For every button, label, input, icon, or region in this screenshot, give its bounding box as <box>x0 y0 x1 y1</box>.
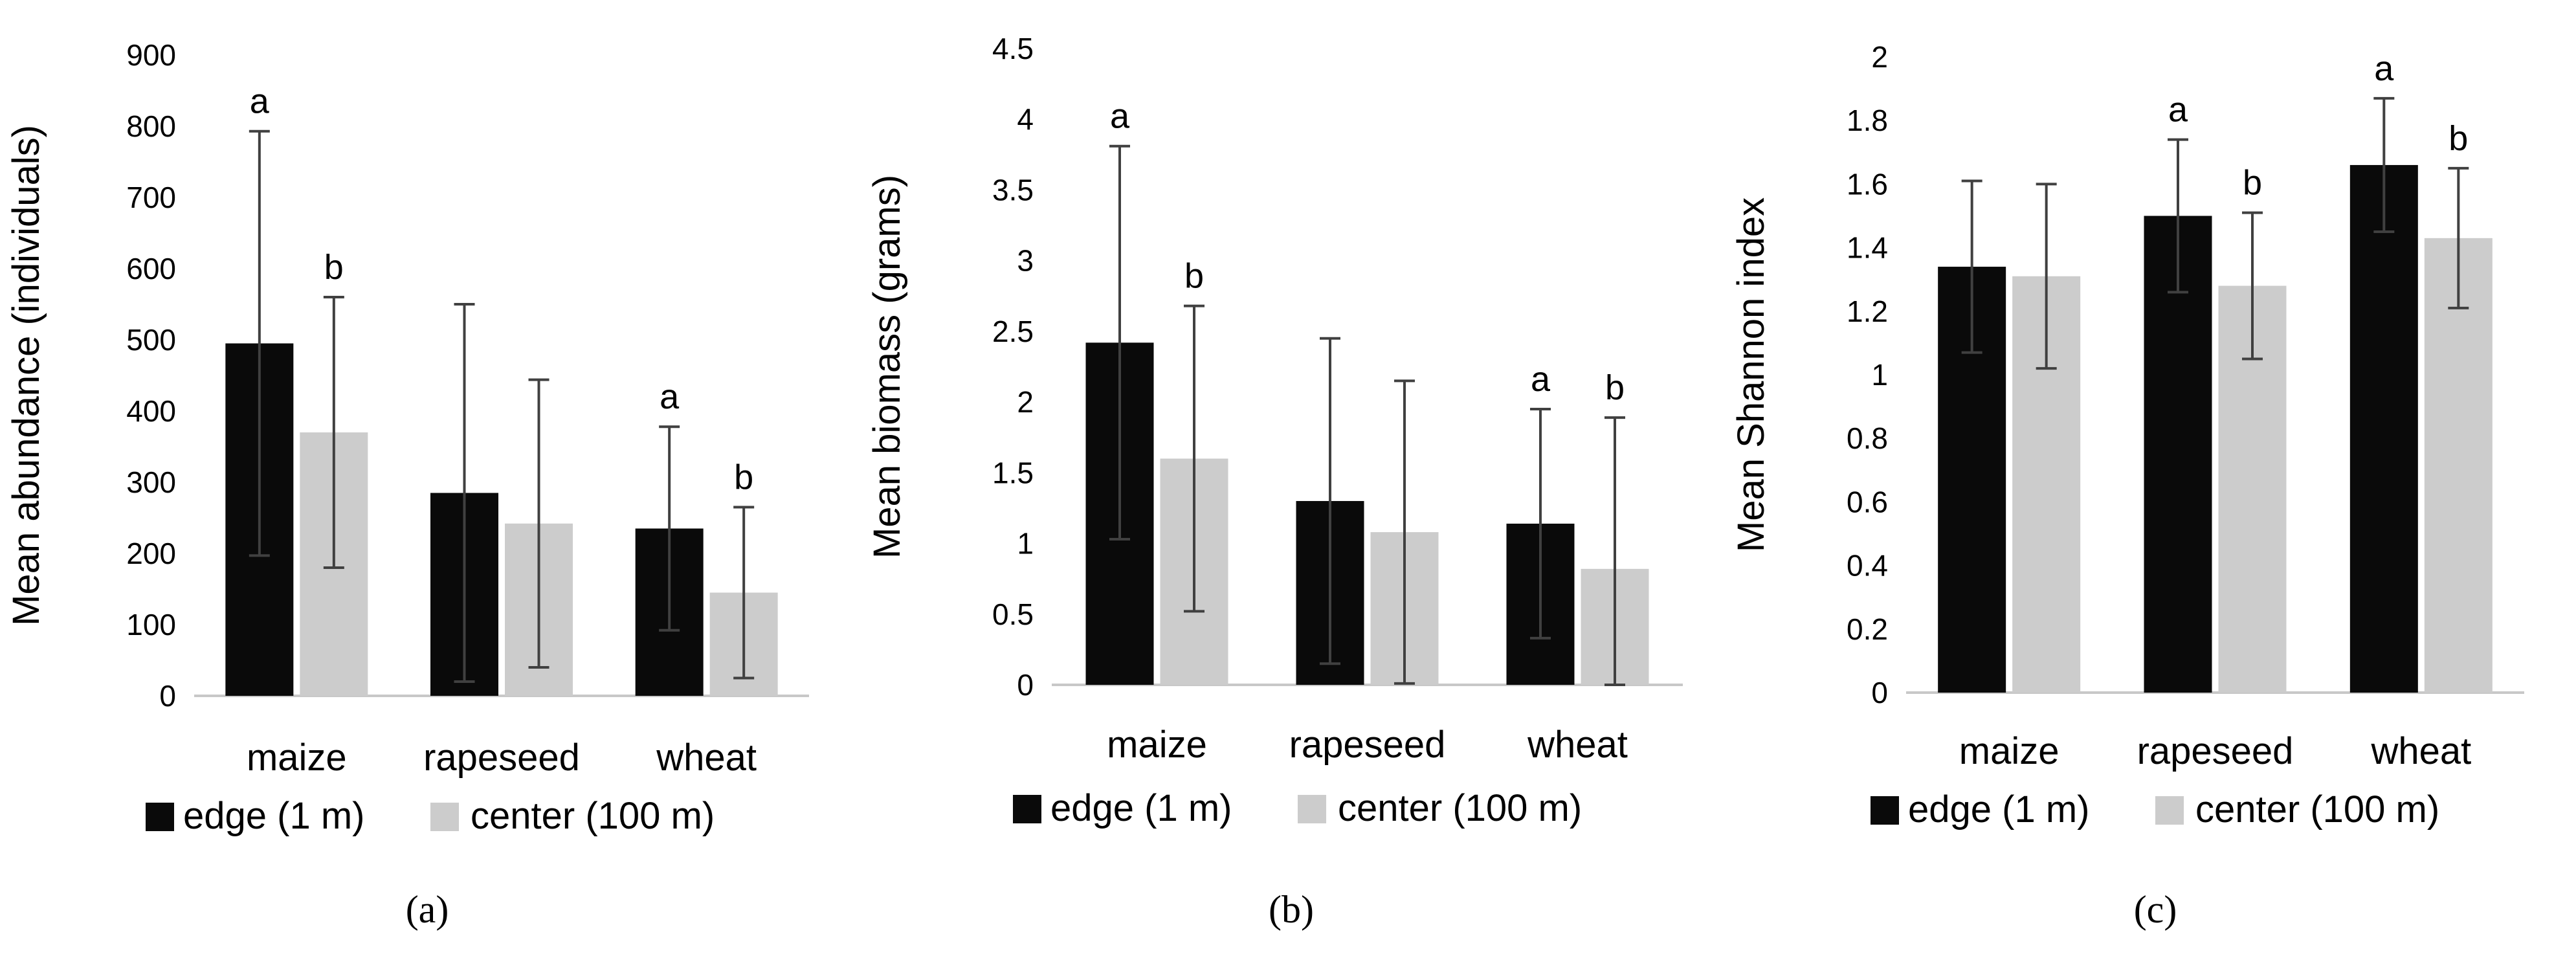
y-tick-label: 600 <box>126 252 176 285</box>
y-tick-label: 1.8 <box>1847 104 1888 137</box>
significance-label: b <box>2243 164 2262 203</box>
bar-edge <box>2349 164 2418 693</box>
y-tick-label: 1 <box>1017 527 1034 561</box>
y-tick-label: 0.4 <box>1847 549 1888 583</box>
category-label: maize <box>1107 724 1207 766</box>
significance-label: b <box>734 458 753 497</box>
significance-label: a <box>250 82 270 121</box>
y-tick-label: 3.5 <box>992 173 1034 206</box>
y-tick-label: 4 <box>1017 102 1034 136</box>
legend: edge (1 m) center (100 m) <box>1013 787 1582 829</box>
category-label: maize <box>247 737 347 779</box>
significance-label: a <box>2168 91 2188 129</box>
y-axis-label: Mean abundance (individuals) <box>5 125 47 626</box>
significance-label: b <box>324 248 344 287</box>
y-tick-label: 3 <box>1017 244 1034 278</box>
panel-label: (b) <box>1269 888 1314 931</box>
category-label: rapeseed <box>1289 724 1446 766</box>
category-label: wheat <box>1527 724 1628 766</box>
y-tick-label: 1.4 <box>1847 231 1888 265</box>
y-axis-label: Mean Shannon index <box>1730 197 1772 552</box>
chart-c: 0 0.2 0.4 0.6 0.8 1 1.2 1.4 1.6 1.8 2 Mean Shannon … <box>1730 40 2524 931</box>
y-tick-label: 700 <box>126 181 176 214</box>
legend: edge (1 m) center (100 m) <box>1871 788 2439 830</box>
significance-label: a <box>1531 360 1551 399</box>
significance-label: b <box>1605 368 1625 407</box>
legend-label-edge: edge (1 m) <box>1050 787 1232 829</box>
y-tick-label: 100 <box>126 608 176 641</box>
category-label: maize <box>1959 730 2060 772</box>
legend-label-center: center (100 m) <box>471 795 715 837</box>
significance-label: a <box>2374 49 2394 88</box>
y-tick-label: 2 <box>1871 40 1888 74</box>
y-tick-label: 4.5 <box>992 32 1034 65</box>
y-tick-label: 800 <box>126 109 176 143</box>
y-tick-label: 1.6 <box>1847 167 1888 201</box>
y-tick-label: 0.6 <box>1847 485 1888 518</box>
significance-label: b <box>2448 119 2468 158</box>
y-tick-label: 2 <box>1017 385 1034 419</box>
panel-label: (a) <box>406 888 449 931</box>
category-label: rapeseed <box>2137 730 2294 772</box>
bar-edge <box>2144 216 2212 693</box>
chart-b: 0 0.5 1 1.5 2 2.5 3 3.5 4 4.5 Mean biomass (grams)… <box>866 32 1683 931</box>
y-tick-label: 900 <box>126 38 176 72</box>
legend-swatch-edge <box>146 803 174 831</box>
category-label: rapeseed <box>423 737 580 779</box>
legend-swatch-center <box>1298 795 1326 823</box>
legend-label-edge: edge (1 m) <box>1908 788 2089 830</box>
y-tick-label: 0.5 <box>992 597 1034 631</box>
y-tick-label: 0 <box>159 679 176 713</box>
category-label: wheat <box>2370 730 2471 772</box>
legend-swatch-edge <box>1013 795 1041 823</box>
y-tick-label: 0 <box>1871 676 1888 709</box>
y-tick-label: 0.8 <box>1847 421 1888 455</box>
y-tick-label: 0 <box>1017 668 1034 702</box>
y-axis-label: Mean biomass (grams) <box>866 175 908 559</box>
y-tick-label: 1 <box>1871 358 1888 392</box>
category-label: wheat <box>656 737 757 779</box>
legend-label-edge: edge (1 m) <box>183 795 364 837</box>
bar-center <box>2424 238 2493 693</box>
y-tick-label: 1.5 <box>992 456 1034 489</box>
legend-swatch-edge <box>1871 796 1899 825</box>
legend-label-center: center (100 m) <box>2195 788 2439 830</box>
legend-label-center: center (100 m) <box>1338 787 1582 829</box>
y-tick-label: 400 <box>126 394 176 428</box>
y-tick-label: 200 <box>126 537 176 570</box>
legend-swatch-center <box>2155 796 2184 825</box>
y-tick-label: 300 <box>126 465 176 499</box>
chart-a: 0 100 200 300 400 500 600 700 800 900 Mean abundan… <box>5 38 809 931</box>
y-tick-label: 1.2 <box>1847 295 1888 328</box>
y-tick-label: 2.5 <box>992 315 1034 348</box>
legend: edge (1 m) center (100 m) <box>146 795 715 837</box>
significance-label: a <box>660 377 680 416</box>
y-tick-label: 500 <box>126 323 176 357</box>
legend-swatch-center <box>430 803 459 831</box>
panel-label: (c) <box>2134 888 2177 931</box>
significance-label: a <box>1110 97 1130 136</box>
significance-label: b <box>1184 257 1204 296</box>
y-tick-label: 0.2 <box>1847 612 1888 646</box>
